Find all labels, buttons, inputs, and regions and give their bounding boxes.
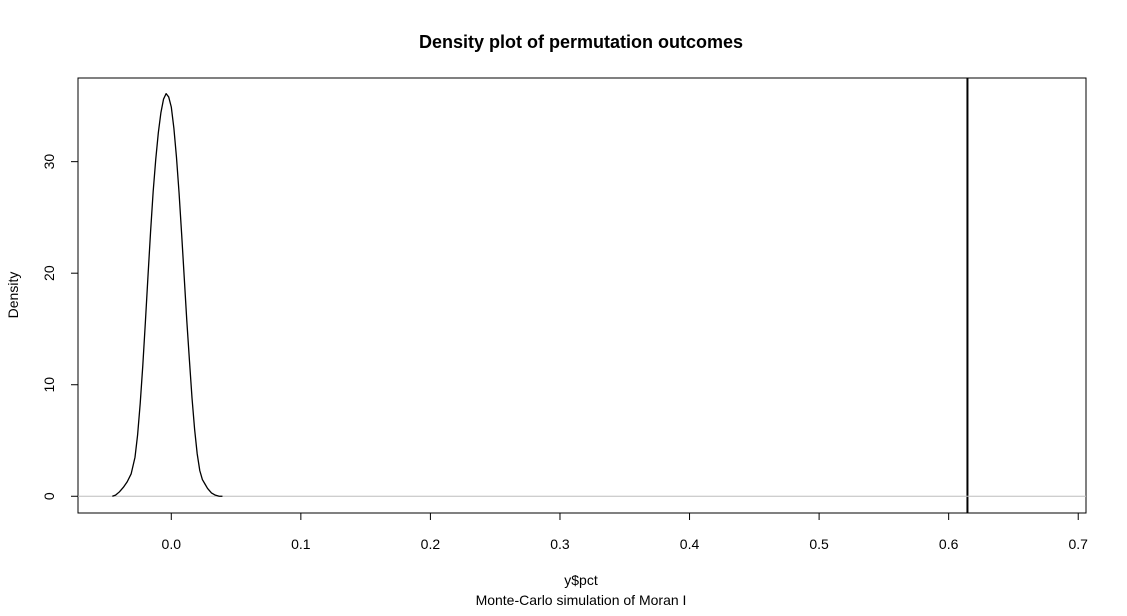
series-layer (112, 92, 223, 497)
density-curve (112, 92, 223, 497)
x-tick-label: 0.7 (1068, 536, 1088, 552)
x-axis: 0.0 0.1 0.2 0.3 0.4 0.5 0.6 0.7 (162, 512, 1088, 552)
y-axis: 0 10 20 30 (41, 154, 79, 500)
x-tick-label: 0.4 (680, 536, 700, 552)
plot-frame (77, 77, 1087, 514)
y-tick-label: 30 (41, 154, 57, 170)
x-tick-label: 0.1 (291, 536, 311, 552)
x-tick-label: 0.3 (550, 536, 570, 552)
x-tick-label: 0.6 (939, 536, 959, 552)
reference-lines (78, 78, 1086, 513)
x-axis-label: y$pct (564, 572, 598, 588)
x-tick-label: 0.2 (421, 536, 441, 552)
chart-subtitle: Monte-Carlo simulation of Moran I (476, 592, 687, 608)
x-tick-label: 0.5 (809, 536, 829, 552)
y-tick-label: 0 (41, 492, 57, 500)
y-tick-label: 10 (41, 377, 57, 393)
x-tick-label: 0.0 (162, 536, 182, 552)
y-tick-label: 20 (41, 265, 57, 281)
chart-title: Density plot of permutation outcomes (419, 32, 743, 52)
y-axis-label: Density (5, 272, 21, 319)
